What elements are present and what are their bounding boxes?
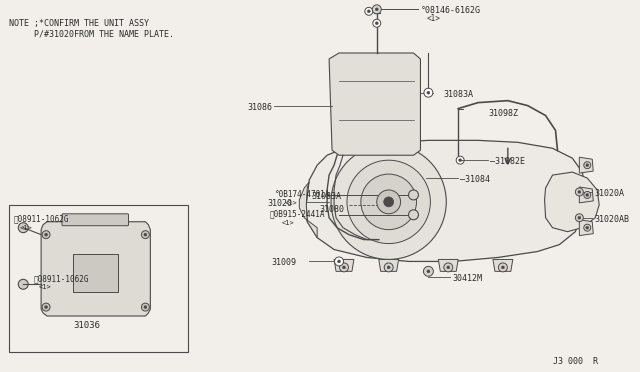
Circle shape: [578, 216, 581, 219]
Circle shape: [586, 193, 589, 196]
Text: —31082E: —31082E: [490, 157, 525, 166]
Circle shape: [342, 266, 346, 269]
Circle shape: [141, 231, 149, 238]
Circle shape: [361, 174, 417, 230]
Circle shape: [365, 7, 372, 15]
Circle shape: [427, 270, 430, 273]
Circle shape: [375, 8, 378, 11]
Circle shape: [501, 266, 504, 269]
Text: °08146-6162G: °08146-6162G: [420, 6, 481, 15]
Text: 31098Z: 31098Z: [488, 109, 518, 118]
Circle shape: [578, 190, 581, 193]
Text: P/#31020FROM THE NAME PLATE.: P/#31020FROM THE NAME PLATE.: [10, 29, 174, 38]
Text: 31083A: 31083A: [444, 90, 474, 99]
Text: 31020AB: 31020AB: [594, 215, 629, 224]
Circle shape: [447, 266, 450, 269]
Circle shape: [586, 164, 589, 167]
Circle shape: [499, 263, 508, 272]
Text: 30412M: 30412M: [452, 274, 482, 283]
Polygon shape: [579, 187, 593, 203]
Circle shape: [575, 188, 583, 196]
Circle shape: [19, 279, 28, 289]
Polygon shape: [300, 182, 317, 238]
Text: 31020A: 31020A: [594, 189, 624, 198]
Text: Ⓞ08911-1062G: Ⓞ08911-1062G: [13, 215, 69, 224]
Circle shape: [584, 224, 591, 231]
Circle shape: [444, 263, 452, 272]
Text: 31020: 31020: [268, 199, 292, 208]
Circle shape: [45, 233, 47, 236]
Text: 31036: 31036: [73, 321, 100, 330]
Polygon shape: [545, 172, 599, 232]
Circle shape: [424, 266, 433, 276]
Circle shape: [335, 257, 344, 266]
Polygon shape: [493, 259, 513, 271]
Polygon shape: [334, 259, 354, 271]
Text: 31080: 31080: [319, 205, 344, 214]
Circle shape: [584, 192, 591, 198]
Polygon shape: [329, 53, 420, 155]
Circle shape: [331, 144, 446, 259]
FancyBboxPatch shape: [62, 214, 129, 226]
Text: —31084: —31084: [460, 175, 490, 184]
Text: 31009: 31009: [271, 259, 296, 267]
Polygon shape: [379, 259, 399, 271]
Circle shape: [372, 19, 381, 27]
Text: Ⓞ0B915-2441A: Ⓞ0B915-2441A: [269, 210, 325, 219]
Text: 31083A: 31083A: [311, 192, 341, 201]
Text: NOTE ;*CONFIRM THE UNIT ASSY: NOTE ;*CONFIRM THE UNIT ASSY: [10, 19, 149, 28]
Polygon shape: [41, 222, 150, 316]
Circle shape: [584, 162, 591, 169]
Circle shape: [347, 160, 430, 244]
Circle shape: [337, 260, 340, 263]
Circle shape: [384, 263, 393, 272]
Circle shape: [42, 303, 50, 311]
Circle shape: [586, 226, 589, 229]
FancyBboxPatch shape: [10, 205, 188, 352]
Circle shape: [384, 197, 394, 207]
Circle shape: [372, 5, 381, 14]
Polygon shape: [579, 157, 593, 173]
Circle shape: [141, 303, 149, 311]
Circle shape: [408, 190, 419, 200]
Circle shape: [45, 306, 47, 309]
Circle shape: [408, 210, 419, 220]
Text: 31086: 31086: [248, 103, 273, 112]
Circle shape: [424, 88, 433, 97]
Polygon shape: [307, 140, 586, 262]
Circle shape: [387, 266, 390, 269]
Text: <1>: <1>: [39, 284, 52, 290]
Circle shape: [459, 159, 461, 162]
Circle shape: [427, 91, 430, 94]
Circle shape: [144, 233, 147, 236]
Circle shape: [456, 156, 464, 164]
Text: °0B174-4701A: °0B174-4701A: [275, 190, 330, 199]
Polygon shape: [579, 220, 593, 235]
FancyBboxPatch shape: [73, 254, 118, 292]
Text: <1>: <1>: [284, 200, 297, 206]
Circle shape: [42, 231, 50, 238]
Circle shape: [19, 223, 28, 232]
Text: <1>: <1>: [426, 14, 440, 23]
Circle shape: [339, 263, 348, 272]
Text: <1>: <1>: [282, 220, 294, 226]
Circle shape: [575, 214, 583, 222]
Text: Ⓞ08911-1062G: Ⓞ08911-1062G: [33, 274, 89, 283]
Circle shape: [367, 10, 371, 13]
Text: <1>: <1>: [19, 225, 32, 231]
Polygon shape: [438, 259, 458, 271]
Circle shape: [375, 22, 378, 25]
Circle shape: [377, 190, 401, 214]
Text: J3 000  R: J3 000 R: [552, 357, 598, 366]
Circle shape: [144, 306, 147, 309]
